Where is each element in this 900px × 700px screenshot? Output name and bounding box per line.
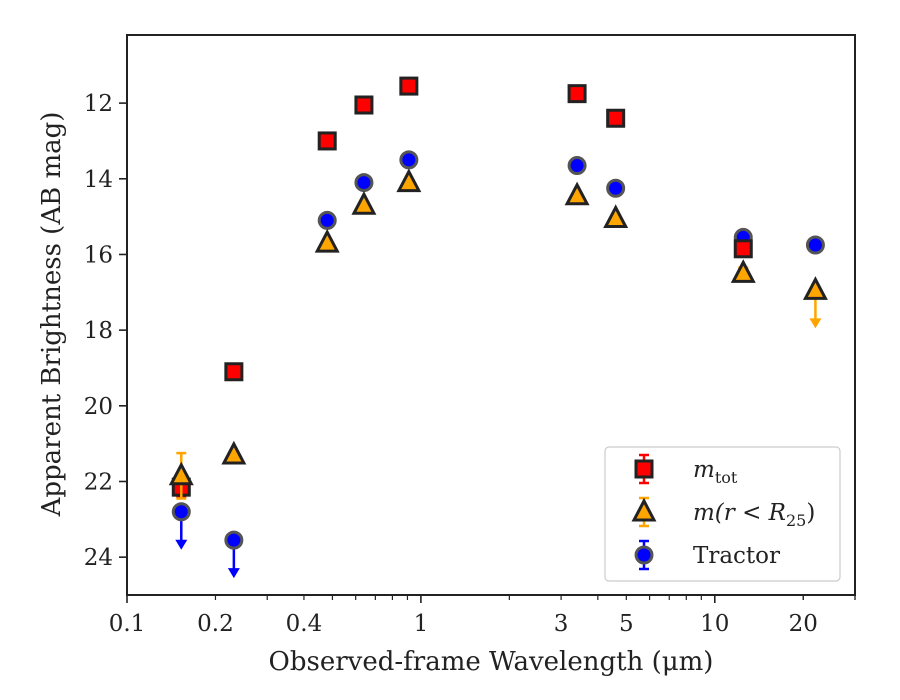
circle-point [171,502,191,522]
y-tick-label: 18 [84,318,113,344]
legend-label: m(r < R25) [693,500,815,530]
circle-point [224,530,244,550]
square-point [733,239,753,259]
plot-frame [126,34,856,596]
x-tick-label: 5 [619,611,634,637]
data-points [168,76,828,579]
triangle-point [221,440,247,465]
square-point [567,84,587,104]
triangle-point [603,204,629,229]
circle-limit-arrowhead [175,539,188,550]
x-tick-label: 10 [700,611,729,637]
triangle-point [564,181,590,206]
circle-point [354,173,374,193]
y-tick-label: 24 [84,545,113,571]
legend-marker-triangle [631,497,657,522]
y-axis-label: Apparent Brightness (AB mag) [37,112,67,518]
triangle-point [351,191,377,215]
y-tick-label: 20 [84,394,113,420]
triangle-point [168,461,194,486]
x-axis: 0.1 0.2 0.4 1 3 5 10 20 [109,595,856,637]
triangle-point [396,168,422,193]
circle-limit-arrowhead [227,568,240,579]
circle-point [399,150,419,170]
legend-marker-square [634,459,654,479]
x-tick-label: 20 [789,611,818,637]
square-point [354,95,374,115]
x-tick-label: 1 [414,611,429,637]
circle-point [606,178,626,198]
y-axis: 12 14 16 18 20 22 24 [84,91,127,571]
y-tick-label: 12 [84,91,113,117]
x-tick-label: 0.2 [197,611,234,637]
legend: mtot m(r < R25) Tractor [604,446,841,582]
square-point [224,362,244,382]
y-tick-label: 14 [84,167,113,193]
plot-border [126,34,856,596]
square-point [606,108,626,128]
square-point [399,76,419,96]
x-tick-label: 3 [554,611,569,637]
y-tick-label: 22 [84,469,113,495]
legend-marker-circle [634,545,654,565]
legend-box [604,446,841,582]
x-tick-label: 0.1 [109,611,146,637]
x-axis-label: Observed-frame Wavelength (μm) [269,647,714,677]
legend-label: Tractor [693,543,780,569]
triangle-point [314,228,340,253]
square-point [317,131,337,151]
triangle-limit-arrowhead [809,318,822,329]
circle-point [317,210,337,230]
x-tick-label: 0.4 [286,611,323,637]
y-tick-label: 16 [84,242,113,268]
triangle-point [730,259,756,283]
circle-point [805,235,825,255]
circle-point [567,156,587,176]
triangle-point [802,276,828,300]
legend-label: mtot [693,457,738,487]
